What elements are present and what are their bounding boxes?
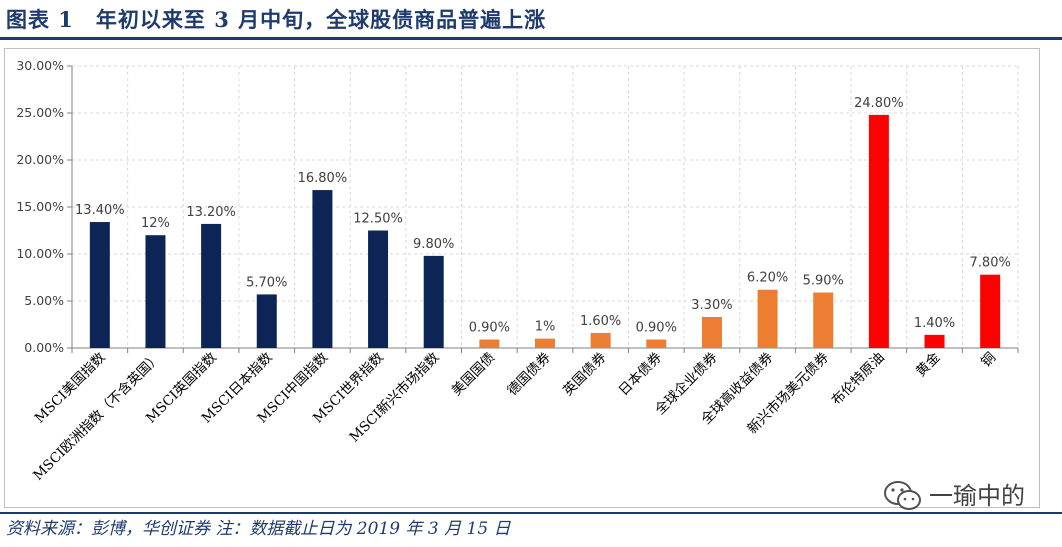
bar <box>980 274 1001 348</box>
footer-divider <box>0 512 1062 514</box>
bar <box>813 292 834 348</box>
x-tick-label: 英国债券 <box>559 348 610 399</box>
data-label: 1% <box>535 320 556 335</box>
y-tick-label: 15.00% <box>16 199 64 214</box>
data-label: 13.20% <box>186 205 236 220</box>
watermark: 一瑜中的 <box>883 476 1025 516</box>
bar <box>701 316 722 348</box>
x-tick-label: 德国债券 <box>504 349 554 399</box>
y-tick-label: 20.00% <box>16 152 64 167</box>
bar <box>646 339 667 348</box>
chart-title: 图表 1 年初以来至 3 月中旬，全球股债商品普遍上涨 <box>6 7 547 32</box>
bar <box>924 334 945 348</box>
bar <box>479 339 500 348</box>
data-label: 16.80% <box>298 171 348 186</box>
chart-frame <box>4 48 1040 508</box>
data-label: 0.90% <box>469 321 510 336</box>
data-label: 1.60% <box>580 314 621 329</box>
data-label: 12.50% <box>353 212 403 227</box>
bar <box>590 332 611 348</box>
y-tick-label: 30.00% <box>16 58 64 73</box>
bar <box>423 255 444 348</box>
bar <box>368 230 389 348</box>
data-label: 5.90% <box>803 274 844 289</box>
y-tick-label: 25.00% <box>16 105 64 120</box>
data-label: 13.40% <box>75 203 125 218</box>
x-tick-label: MSCI新兴市场指数 <box>346 348 443 445</box>
x-tick-label: 黄金 <box>913 349 944 380</box>
bar <box>757 289 778 348</box>
data-label: 7.80% <box>970 256 1011 271</box>
y-tick-label: 10.00% <box>16 246 64 261</box>
data-label: 1.40% <box>914 316 955 331</box>
bar <box>312 190 333 348</box>
source-note: 资料来源：彭博，华创证券 注：数据截止日为 2019 年 3 月 15 日 <box>6 519 511 539</box>
x-tick-label: 铜 <box>978 350 999 371</box>
watermark-text: 一瑜中的 <box>929 482 1025 510</box>
data-label: 0.90% <box>636 321 677 336</box>
bar <box>256 294 277 348</box>
y-tick-label: 5.00% <box>24 293 64 308</box>
data-label: 3.30% <box>691 298 732 313</box>
y-tick-label: 0.00% <box>24 340 64 355</box>
wechat-icon <box>884 481 921 510</box>
x-tick-label: 布伦特原油 <box>829 350 888 409</box>
bar <box>201 223 222 348</box>
title-divider <box>0 37 1062 40</box>
x-tick-label: 日本债券 <box>616 349 666 399</box>
bar <box>145 235 166 348</box>
x-tick-label: 美国国债 <box>449 350 498 399</box>
data-label: 24.80% <box>854 96 904 111</box>
data-label: 9.80% <box>413 237 454 252</box>
bar <box>89 222 110 348</box>
data-label: 5.70% <box>246 275 287 290</box>
bar <box>535 338 555 348</box>
data-label: 12% <box>141 216 170 231</box>
bar <box>868 114 889 348</box>
data-label: 6.20% <box>747 271 788 286</box>
